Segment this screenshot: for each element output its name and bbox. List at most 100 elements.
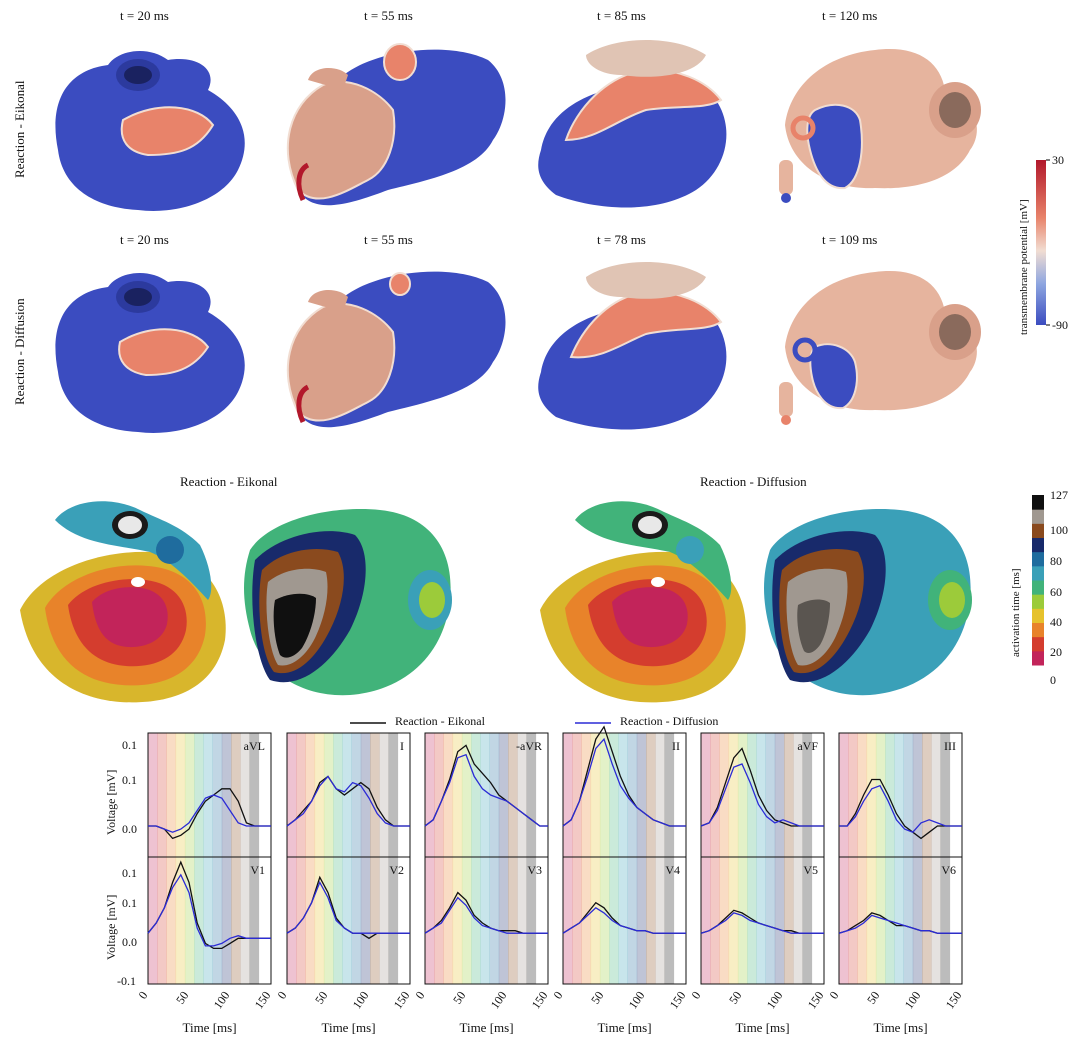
panel-frame bbox=[424, 856, 549, 985]
activation-band bbox=[572, 857, 582, 984]
potential-colorbar-max: 30 bbox=[1052, 153, 1064, 167]
activation-band bbox=[664, 733, 675, 857]
lead-label: -aVR bbox=[516, 739, 542, 753]
ecg-panel-V4: V4 bbox=[562, 856, 687, 985]
series-diffusion bbox=[148, 794, 271, 833]
activation-colorbar-tick: 127 bbox=[1050, 488, 1068, 502]
activation-band bbox=[360, 733, 371, 857]
activation-band bbox=[452, 857, 463, 984]
ecg-panel-III: III bbox=[838, 732, 963, 858]
activation-band bbox=[175, 857, 186, 984]
activation-band bbox=[287, 733, 297, 857]
colorbar-segment bbox=[1032, 523, 1044, 538]
activation-band bbox=[452, 733, 463, 857]
activation-band bbox=[342, 857, 352, 984]
activation-band bbox=[581, 733, 592, 857]
ecg-panel-V5: V5 bbox=[700, 856, 825, 985]
activation-band bbox=[471, 857, 481, 984]
activation-band bbox=[563, 857, 573, 984]
xtick-label: 100 bbox=[764, 989, 786, 1012]
activation-band bbox=[922, 857, 932, 984]
time-label: t = 55 ms bbox=[364, 8, 413, 23]
panel-frame bbox=[562, 856, 687, 985]
activation-band bbox=[240, 857, 250, 984]
ecg-panel-I: I bbox=[286, 732, 411, 858]
xtick-label: 100 bbox=[211, 989, 233, 1012]
activation-band bbox=[784, 857, 794, 984]
activation-band bbox=[875, 857, 886, 984]
activation-band bbox=[249, 733, 260, 857]
colorbar-segment bbox=[1032, 509, 1044, 524]
activation-band bbox=[875, 733, 886, 857]
colorbar-segment bbox=[1032, 565, 1044, 581]
activation-band bbox=[351, 857, 362, 984]
activation-band bbox=[305, 733, 316, 857]
activation-band bbox=[461, 857, 472, 984]
activation-band bbox=[894, 733, 904, 857]
heart-render-eikonal-85ms bbox=[538, 40, 727, 208]
activation-band bbox=[221, 733, 232, 857]
activation-band bbox=[848, 733, 858, 857]
series-diffusion bbox=[424, 753, 548, 827]
activation-band bbox=[903, 857, 914, 984]
activation-band bbox=[931, 733, 941, 857]
ecg-panel-V1: V1 bbox=[147, 856, 272, 985]
activation-band bbox=[912, 733, 923, 857]
time-label: t = 78 ms bbox=[597, 232, 646, 247]
activation-band bbox=[931, 857, 941, 984]
ytick: 0.1 bbox=[122, 866, 137, 880]
xtick-label: 150 bbox=[529, 989, 551, 1012]
activation-band bbox=[166, 857, 177, 984]
activation-band bbox=[175, 733, 186, 857]
lead-label: V3 bbox=[527, 863, 542, 877]
colorbar-segment bbox=[1032, 650, 1044, 666]
ytick: -0.1 bbox=[117, 974, 136, 988]
activation-band bbox=[664, 857, 675, 984]
lead-label: V2 bbox=[389, 863, 404, 877]
legend-diffusion-line bbox=[575, 722, 611, 724]
activation-title-eikonal: Reaction - Eikonal bbox=[180, 474, 278, 489]
activation-band bbox=[471, 733, 481, 857]
series-diffusion bbox=[286, 775, 410, 827]
activation-band bbox=[480, 733, 490, 857]
series-eikonal bbox=[148, 788, 271, 840]
ecg-panel-II: II bbox=[562, 725, 687, 858]
activation-band bbox=[719, 733, 730, 857]
activation-band bbox=[728, 733, 739, 857]
ecg-panel--aVR: -aVR bbox=[424, 732, 549, 858]
series-diffusion bbox=[562, 906, 686, 934]
ecg-panel-V6: V6 bbox=[838, 856, 963, 985]
time-label: t = 55 ms bbox=[364, 232, 413, 247]
activation-band bbox=[655, 857, 665, 984]
activation-band bbox=[857, 857, 868, 984]
activation-band bbox=[517, 857, 527, 984]
activation-band bbox=[342, 733, 352, 857]
activation-band bbox=[857, 733, 868, 857]
activation-band bbox=[508, 857, 518, 984]
activation-band bbox=[370, 857, 380, 984]
lead-label: aVF bbox=[797, 739, 818, 753]
activation-band bbox=[590, 733, 601, 857]
activation-band bbox=[166, 733, 177, 857]
activation-band bbox=[747, 733, 757, 857]
activation-band bbox=[203, 733, 213, 857]
xtick-label: 0 bbox=[551, 989, 566, 1002]
xtick-label: 50 bbox=[588, 989, 606, 1007]
time-label: t = 120 ms bbox=[822, 8, 878, 23]
xtick-label: 100 bbox=[626, 989, 648, 1012]
time-label: t = 20 ms bbox=[120, 232, 169, 247]
xtick-label: 0 bbox=[275, 989, 290, 1002]
xtick-label: 0 bbox=[413, 989, 428, 1002]
xtick-label: 50 bbox=[864, 989, 882, 1007]
time-label: t = 20 ms bbox=[120, 8, 169, 23]
activation-band bbox=[839, 857, 849, 984]
activation-band bbox=[379, 857, 389, 984]
series-eikonal bbox=[839, 778, 962, 840]
colorbar-segment bbox=[1032, 608, 1044, 623]
activation-band bbox=[774, 733, 785, 857]
activation-band bbox=[839, 733, 849, 857]
colorbar-segment bbox=[1032, 495, 1044, 510]
xtick-label: 0 bbox=[136, 989, 151, 1002]
activation-band bbox=[599, 733, 610, 857]
